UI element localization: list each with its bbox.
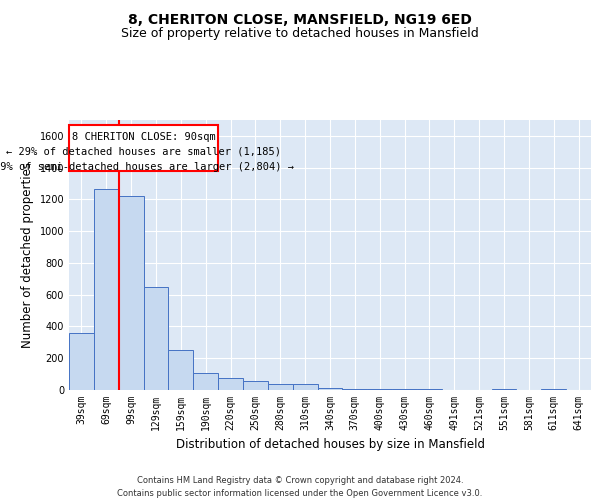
Bar — [367, 389, 392, 390]
Bar — [268, 384, 293, 390]
Bar — [69, 333, 94, 390]
X-axis label: Distribution of detached houses by size in Mansfield: Distribution of detached houses by size … — [176, 438, 485, 452]
Bar — [218, 378, 243, 390]
Bar — [293, 384, 317, 390]
Bar — [491, 389, 517, 390]
Bar — [94, 189, 119, 390]
FancyBboxPatch shape — [69, 125, 218, 171]
Bar — [541, 389, 566, 390]
Bar — [317, 388, 343, 390]
Bar — [143, 287, 169, 390]
Text: ← 29% of detached houses are smaller (1,185): ← 29% of detached houses are smaller (1,… — [6, 147, 281, 157]
Bar — [243, 382, 268, 390]
Bar — [119, 196, 143, 390]
Y-axis label: Number of detached properties: Number of detached properties — [21, 162, 34, 348]
Text: 8 CHERITON CLOSE: 90sqm: 8 CHERITON CLOSE: 90sqm — [71, 132, 215, 142]
Bar — [193, 374, 218, 390]
Text: Contains HM Land Registry data © Crown copyright and database right 2024.
Contai: Contains HM Land Registry data © Crown c… — [118, 476, 482, 498]
Bar — [169, 350, 193, 390]
Bar — [392, 389, 417, 390]
Text: 69% of semi-detached houses are larger (2,804) →: 69% of semi-detached houses are larger (… — [0, 162, 293, 172]
Text: Size of property relative to detached houses in Mansfield: Size of property relative to detached ho… — [121, 28, 479, 40]
Text: 8, CHERITON CLOSE, MANSFIELD, NG19 6ED: 8, CHERITON CLOSE, MANSFIELD, NG19 6ED — [128, 12, 472, 26]
Bar — [417, 389, 442, 390]
Bar — [343, 389, 367, 390]
